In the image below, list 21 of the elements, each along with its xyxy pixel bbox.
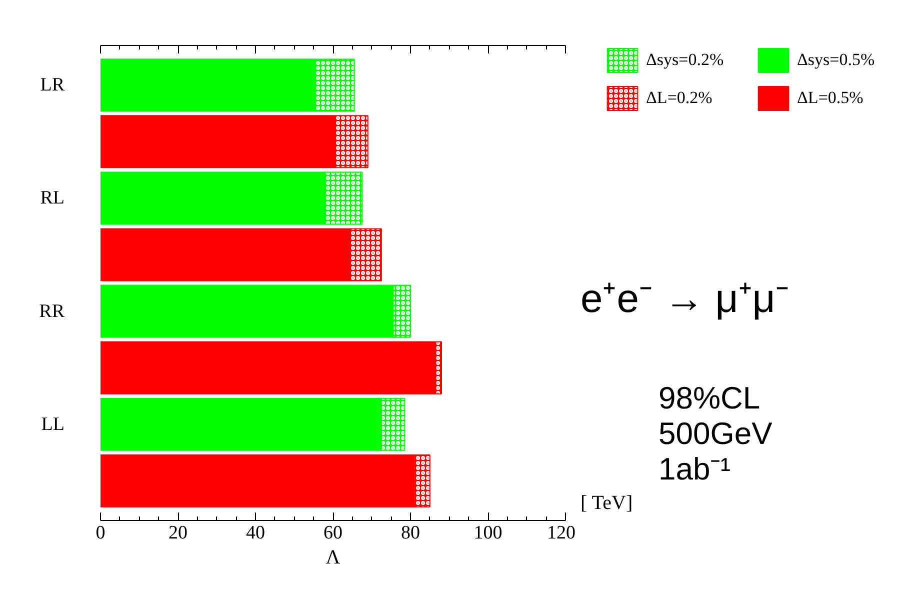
text: 500GeV <box>658 416 773 451</box>
y-tick-label: LL <box>41 414 65 435</box>
x-axis-title: Λ <box>326 546 341 568</box>
legend-label: Δsys=0.2% <box>646 50 725 70</box>
text: e⁺e⁻ → μ⁺μ⁻ <box>580 276 790 321</box>
text: [ TeV] <box>580 492 633 514</box>
x-tick-label: 60 <box>324 522 342 544</box>
x-tick-label: 40 <box>246 522 265 544</box>
y-tick-label: RL <box>40 188 64 209</box>
legend-label: Δsys=0.5% <box>797 50 876 70</box>
x-tick-label: 80 <box>401 522 420 544</box>
y-tick-label: RR <box>39 300 65 322</box>
legend-label: ΔL=0.2% <box>646 88 714 108</box>
text: 1ab⁻¹ <box>658 452 731 487</box>
x-tick-label: 120 <box>547 522 576 544</box>
x-tick-label: 20 <box>168 522 188 544</box>
x-tick-label: 100 <box>474 522 502 544</box>
legend-label: ΔL=0.5% <box>797 88 864 108</box>
text: 98%CL <box>658 380 760 416</box>
x-tick-label: 0 <box>96 522 106 544</box>
y-tick-label: LR <box>40 74 65 96</box>
